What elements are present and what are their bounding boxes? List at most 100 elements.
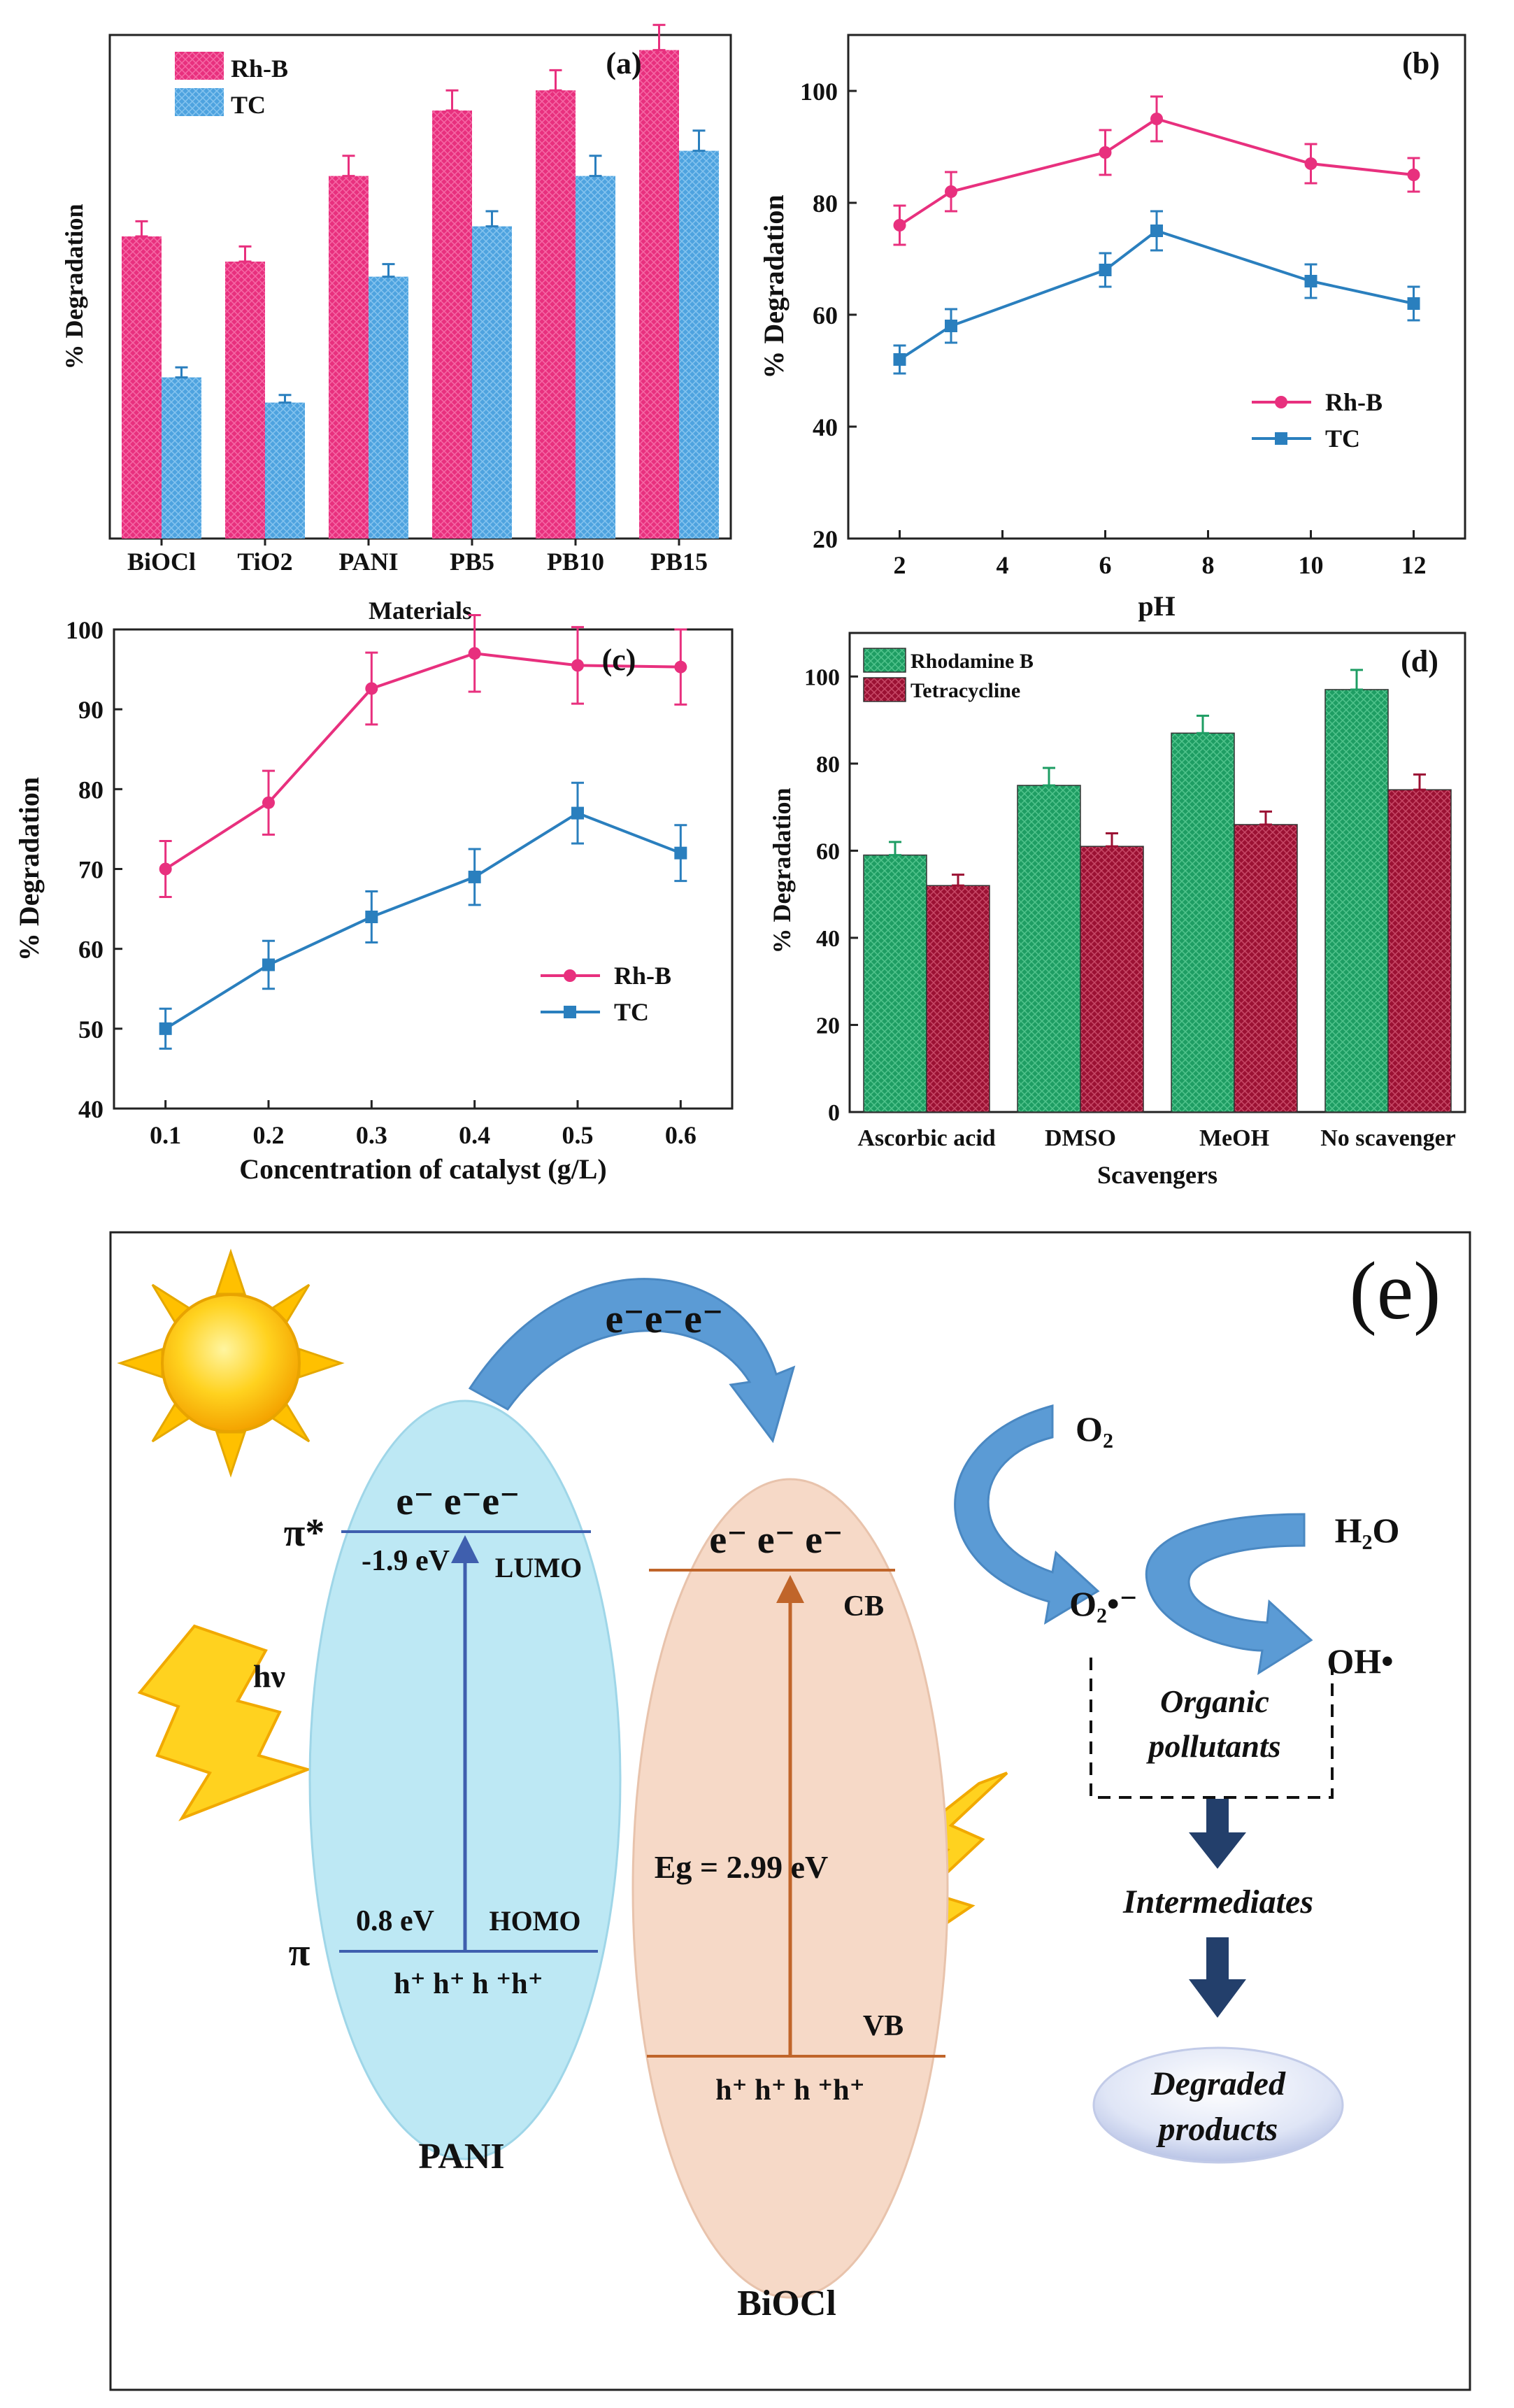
bar-rhodamine-b [1324,689,1389,1113]
pani-name: PANI [418,2137,504,2177]
bar-tetracycline [1234,824,1298,1113]
legend-swatch [175,88,224,116]
superoxide-label: O₂•⁻ [1069,1584,1138,1623]
y-tick-label: 80 [813,190,838,218]
legend-label: Rh-B [1325,388,1383,416]
panel-e-label: (e) [1350,1245,1441,1337]
y-tick-label: 20 [813,525,838,553]
x-tick-label: PB15 [650,548,708,576]
series-line-rh-b [164,652,681,871]
panel-label: (b) [1402,46,1440,80]
electron-transfer-arrow [468,1278,796,1444]
bar-tetracycline [1387,789,1452,1113]
bar-rh-b [639,50,679,539]
data-point-rhb [1150,113,1163,125]
y-tick-label: 40 [813,413,838,441]
data-point-tc [1407,297,1420,310]
x-tick-label: 0.6 [665,1121,697,1149]
hydroxyl-arrow [1145,1513,1313,1676]
legend-label: Rh-B [231,55,288,83]
legend-marker [1275,396,1287,408]
lumo-label: LUMO [495,1552,582,1583]
legend-label: Tetracycline [910,679,1020,702]
legend-label: TC [231,91,266,119]
data-point-tc [1304,275,1317,287]
bar-tetracycline [1080,846,1144,1113]
degraded-label: Degraded [1150,2065,1286,2102]
panel-c-line-chart: 40 50 60 70 80 90 100 0.1 0.2 0.3 0.4 0.5 0.6 Rh-B TC C… [13,613,734,1185]
data-point-rhb [1304,157,1317,170]
x-tick-label: DMSO [1045,1125,1116,1151]
bar-tc [369,276,408,539]
down-arrow-icon [1189,1937,1246,2018]
y-axis-label: % Degradation [768,788,796,954]
y-tick-label: 100 [800,78,838,106]
panel-e-mechanism-diagram: (e) e⁻e⁻e⁻ e⁻ e⁻e⁻ [109,1231,1471,2391]
legend-swatch [863,648,906,673]
data-point-rhb [262,796,275,809]
bar-rh-b [329,176,369,539]
x-tick-label: 2 [894,551,906,579]
bar-tetracycline [926,885,990,1113]
pi-star-label: π* [284,1511,325,1555]
x-tick-label: PB5 [450,548,494,576]
products-label: products [1156,2111,1278,2148]
data-point-rhb [674,660,687,674]
data-point-tc [893,353,906,366]
homo-energy: 0.8 eV [356,1905,434,1937]
bar-rhodamine-b [1171,732,1235,1113]
x-tick-label: TiO2 [237,548,292,576]
pi-label: π [289,1931,310,1974]
data-point-rhb [893,219,906,231]
y-tick-label: 60 [816,839,840,864]
data-point-tc [365,911,378,923]
y-tick-label: 60 [78,936,103,964]
y-tick-label: 50 [78,1016,103,1043]
panel-b-line-chart: 20 40 60 80 100 2 4 6 8 10 12 Rh-B TC pH % Degradation… [758,34,1466,622]
bar-tc [576,176,615,539]
data-point-rhb [945,185,957,198]
o2-label: O₂ [1076,1409,1113,1448]
h2o-label: H₂O [1335,1511,1400,1550]
pani-electrons: e⁻ e⁻e⁻ [396,1480,520,1523]
superoxide-arrow [954,1404,1100,1625]
series-line-tc [899,229,1414,361]
plot-frame [113,628,734,1110]
biocl-electrons: e⁻ e⁻ e⁻ [709,1518,843,1562]
electron-transfer-label: e⁻e⁻e⁻ [605,1296,723,1341]
bar-tc [472,226,512,539]
data-point-tc [159,1022,172,1035]
plot-frame [848,632,1466,1113]
bar-rh-b [432,111,472,539]
legend-label: Rhodamine B [910,650,1034,673]
x-tick-label: PANI [338,548,398,576]
data-point-rhb [365,682,378,695]
bar-tc [162,377,201,539]
x-axis-label: pH [1138,590,1175,622]
x-tick-label: 0.4 [459,1121,490,1149]
y-tick-label: 40 [816,926,840,952]
x-tick-label: 8 [1202,551,1215,579]
biocl-name: BiOCl [737,2284,836,2323]
y-tick-label: 100 [804,664,840,690]
data-point-rhb [571,659,584,672]
panel-label: (a) [606,46,641,80]
y-tick-label: 100 [66,616,103,644]
x-tick-label: 4 [997,551,1009,579]
y-tick-label: 80 [78,776,103,804]
y-axis-label: % Degradation [758,194,790,378]
y-tick-label: 20 [816,1013,840,1039]
degraded-products-ellipse [1092,2046,1344,2164]
panel-d-bar-chart: 0 20 40 60 80 100 Ascorbic acid DMSO MeOH No scav… [768,632,1466,1189]
data-point-tc [945,320,957,332]
x-tick-label: No scavenger [1320,1125,1456,1151]
y-tick-label: 70 [78,856,103,884]
biocl-holes: h⁺ h⁺ h ⁺h⁺ [715,2074,865,2107]
x-tick-label: 10 [1299,551,1324,579]
lightning-bolt-icon [137,1624,313,1822]
x-tick-label: 0.1 [150,1121,181,1149]
legend-marker [564,1006,576,1018]
legend-label: TC [1325,425,1360,453]
plot-frame [847,34,1466,540]
